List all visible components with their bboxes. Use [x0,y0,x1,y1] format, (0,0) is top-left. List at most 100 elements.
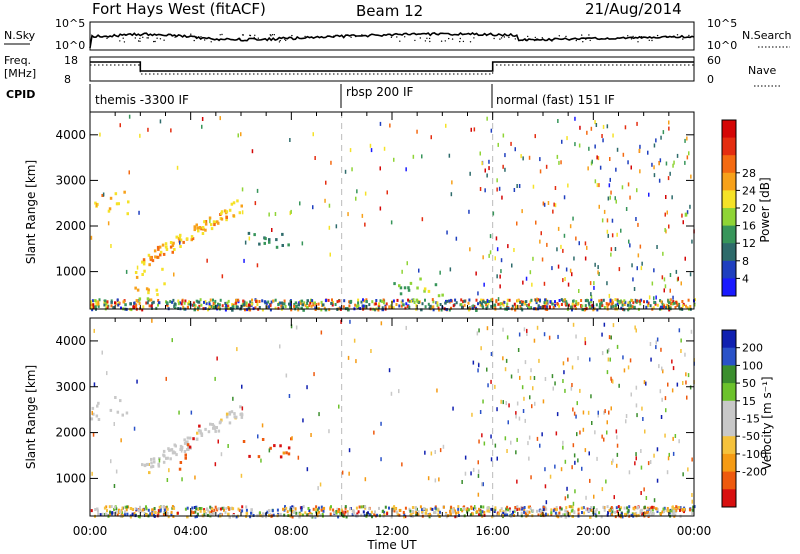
power-pixel [681,213,683,218]
nsearch-point [163,39,165,41]
vel-pixel [336,507,339,511]
power-pixel [506,298,509,302]
power-pixel [659,299,662,303]
power-pixel [324,308,328,312]
power-pixel [254,306,257,310]
nsearch-point [271,34,274,36]
power-pixel [314,156,316,160]
nsearch-point [656,34,659,37]
vel-pixel [590,506,593,509]
power-pixel [379,166,381,171]
vel-pixel [668,452,670,457]
vel-pixel [179,461,183,464]
vel-pixel [449,509,452,513]
vel-pixel [685,372,687,377]
power-pixel [567,183,569,188]
nsearch-point [485,34,488,37]
power-pixel [225,218,228,222]
power-pixel [383,146,386,151]
power-pixel [499,306,502,310]
colorbar-tick-label: 15 [742,395,756,408]
power-pixel [594,179,597,184]
vel-pixel [101,512,104,516]
vel-pixel [262,512,264,516]
vel-pixel [299,512,302,516]
nsearch-point [448,37,450,40]
vel-pixel [482,505,485,509]
vel-pixel [228,421,232,425]
nsearch-point [429,40,431,43]
vel-pixel [689,508,692,512]
power-pixel [232,214,235,218]
vel-pixel [480,513,483,517]
power-pixel [247,306,251,310]
nsearch-point [527,35,529,38]
power-pixel [687,298,690,302]
vel-pixel [191,506,194,510]
power-pixel [608,302,611,306]
power-pixel [208,305,211,309]
power-pixel [608,293,611,298]
power-pixel [177,299,180,303]
power-pixel [597,265,599,270]
nsearch-point [493,37,495,40]
vel-pixel [335,511,338,515]
power-pixel [554,203,557,208]
colorbar-tick-label: 20 [742,202,756,215]
vel-pixel [590,394,592,399]
power-pixel [338,299,341,303]
power-pixel [424,298,426,302]
power-pixel [590,298,593,302]
vel-pixel [197,429,201,433]
vel-pixel [663,510,665,514]
vel-pixel [306,467,309,472]
power-pixel [580,299,583,302]
nsearch-point [521,39,524,42]
vel-pixel [417,512,420,516]
power-pixel [169,241,173,244]
power-pixel [336,300,339,304]
power-pixel [615,199,617,204]
vel-pixel [606,420,608,425]
power-pixel [527,303,530,307]
power-pixel [569,224,572,229]
power-pixel [147,291,150,295]
vel-pixel [544,484,547,489]
vel-pixel [550,508,553,512]
power-pixel [609,195,611,200]
power-pixel [594,120,596,125]
power-pixel [154,255,157,259]
nsearch-point [304,35,306,38]
velocity-panel-frame [89,317,695,517]
vel-pixel [661,397,663,402]
vel-pixel [374,510,376,514]
vel-pixel [131,507,134,511]
vel-pixel [176,511,179,515]
vel-pixel [640,449,642,453]
vel-pixel [368,507,371,511]
vel-pixel [650,513,654,517]
vel-pixel [601,332,603,337]
vel-pixel [580,506,584,510]
power-pixel [508,298,511,302]
vel-pixel [93,328,95,333]
nsearch-point [139,37,141,40]
power-pixel [379,121,382,126]
vel-pixel [528,456,530,461]
vel-pixel [427,513,430,517]
power-pixel [586,245,588,250]
vel-pixel [140,509,143,513]
vel-pixel [568,505,571,509]
power-pixel [145,301,148,305]
colorbar-tick-label: -15 [742,413,760,426]
power-pixel [532,184,535,189]
vel-pixel [203,509,206,513]
vel-pixel [505,507,508,511]
vel-pixel [664,396,667,401]
power-pixel [567,282,570,287]
nsearch-point [153,40,155,43]
power-pixel [641,261,643,266]
vel-pixel [203,513,206,517]
power-pixel [480,298,483,302]
vel-pixel [298,515,301,519]
